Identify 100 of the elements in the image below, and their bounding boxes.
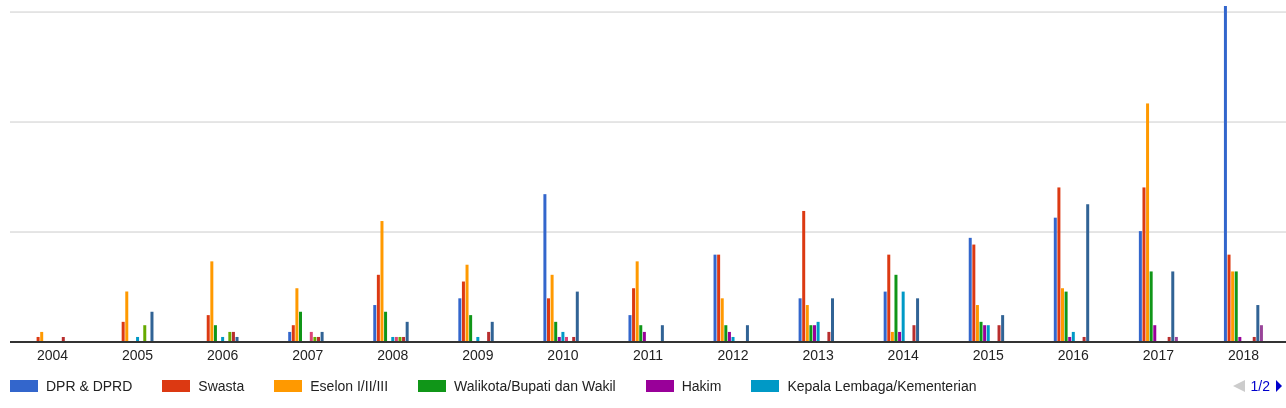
bar — [727, 331, 731, 342]
bar — [805, 305, 809, 342]
bar — [827, 331, 831, 342]
legend-label: Kepala Lembaga/Kementerian — [787, 378, 977, 394]
bar — [1138, 231, 1142, 342]
bar — [299, 311, 302, 342]
bar — [1057, 187, 1061, 342]
bar — [295, 288, 299, 342]
bar — [916, 298, 920, 342]
bar — [320, 331, 324, 342]
bar — [288, 331, 292, 342]
bar — [802, 210, 806, 342]
text: 1/2 — [1250, 378, 1270, 394]
bar — [628, 315, 632, 342]
bar — [461, 281, 465, 342]
legend-label: Swasta — [198, 378, 245, 394]
bar — [632, 288, 636, 342]
x-tick-label: 2016 — [1057, 346, 1090, 363]
bar — [912, 325, 916, 342]
bar — [1149, 271, 1153, 342]
bar — [1146, 103, 1150, 342]
bar — [1223, 6, 1227, 342]
bar — [972, 244, 976, 342]
bar — [121, 321, 125, 342]
bar — [809, 325, 813, 342]
x-tick-label: 2012 — [717, 346, 749, 363]
bar — [490, 321, 494, 342]
x-tick-label: 2009 — [462, 346, 494, 363]
bar — [1142, 187, 1146, 342]
bar — [554, 321, 558, 342]
bar — [487, 331, 491, 342]
bar — [543, 194, 547, 342]
bar — [724, 325, 728, 342]
bar — [713, 254, 717, 342]
bar — [997, 325, 1001, 342]
x-tick-label: 2008 — [377, 346, 409, 363]
bar — [125, 291, 129, 342]
bar — [1086, 204, 1090, 342]
bar — [143, 325, 147, 342]
bar — [469, 315, 473, 342]
bar — [1061, 288, 1064, 342]
bar — [816, 321, 820, 342]
x-tick-label: 2013 — [802, 346, 834, 363]
bar — [1064, 291, 1068, 342]
bar — [210, 261, 214, 342]
bar — [206, 315, 210, 342]
bar — [575, 291, 579, 342]
bar — [639, 325, 643, 342]
legend-label: DPR & DPRD — [46, 378, 133, 394]
bar — [465, 264, 469, 342]
bar — [1171, 271, 1175, 342]
x-tick-label: 2014 — [887, 346, 919, 363]
x-tick-label: 2006 — [207, 346, 239, 363]
bar — [373, 305, 377, 342]
legend-label: Hakim — [681, 378, 722, 394]
bar — [547, 298, 550, 342]
x-tick-label: 2004 — [36, 346, 69, 363]
bar — [561, 331, 565, 342]
bar — [1256, 305, 1260, 342]
bar — [380, 221, 384, 342]
x-tick-label: 2005 — [122, 346, 154, 363]
bar — [291, 325, 295, 342]
bar — [887, 254, 891, 342]
x-tick-label: 2011 — [632, 346, 664, 363]
bar — [213, 325, 217, 342]
bar — [1071, 331, 1075, 342]
x-tick-label: 2017 — [1142, 346, 1175, 363]
bar — [660, 325, 664, 342]
bar — [376, 274, 380, 342]
bar — [979, 321, 983, 342]
bar — [1153, 325, 1157, 342]
bar — [384, 311, 388, 342]
bar — [883, 291, 887, 342]
bar — [1259, 325, 1263, 342]
bar — [717, 254, 721, 342]
x-tick-label: 2015 — [972, 346, 1005, 363]
bar — [901, 291, 905, 342]
bar — [898, 331, 902, 342]
bar — [458, 298, 462, 342]
bar — [831, 298, 834, 342]
x-tick-label: 2010 — [547, 346, 579, 363]
x-tick-label: 2018 — [1227, 346, 1260, 363]
bar — [1227, 254, 1231, 342]
legend-label: Eselon I/II/III — [310, 378, 389, 394]
x-tick-label: 2007 — [292, 346, 324, 363]
bar — [798, 298, 802, 342]
bar — [550, 274, 554, 342]
bar — [813, 325, 816, 342]
legend-label: Walikota/Bupati dan Wakil — [454, 378, 616, 394]
bar — [405, 321, 409, 342]
bar — [1053, 217, 1057, 342]
bar — [309, 331, 313, 342]
bar — [894, 274, 898, 342]
bar — [968, 237, 972, 342]
bar — [40, 331, 44, 342]
bar — [975, 305, 979, 342]
bar — [890, 331, 894, 342]
bar — [1001, 315, 1005, 342]
bar — [745, 325, 749, 342]
bar — [150, 311, 154, 342]
